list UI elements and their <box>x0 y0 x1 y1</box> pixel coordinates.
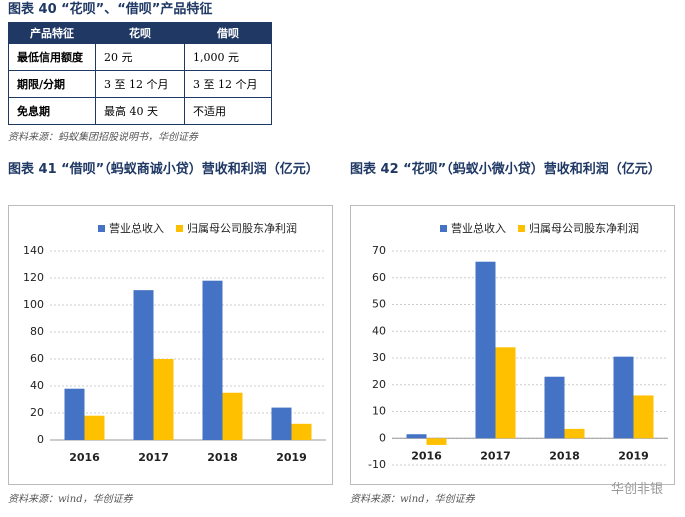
x-tick-label: 2019 <box>618 449 649 462</box>
x-tick-label: 2018 <box>207 451 238 464</box>
cell: 免息期 <box>8 97 96 125</box>
cell: 20 元 <box>95 43 185 71</box>
product-table: 产品特征 花呗 借呗 最低信用额度 20 元 1,000 元 期限/分期 3 至 12… <box>8 22 272 125</box>
bar <box>564 428 585 439</box>
watermark: 华创非银 <box>610 482 663 497</box>
bar <box>613 356 634 439</box>
y-tick-label: 120 <box>23 271 44 284</box>
bar <box>222 392 243 440</box>
chart-source: 资料来源：wind，华创证券 <box>350 494 475 505</box>
header-cell: 花呗 <box>95 22 185 44</box>
bar <box>291 423 312 440</box>
cell: 期限/分期 <box>8 70 96 98</box>
cell: 最低信用额度 <box>8 43 96 71</box>
header-cell: 产品特征 <box>8 22 96 44</box>
x-tick-label: 2018 <box>549 449 580 462</box>
y-tick-label: 20 <box>372 378 386 391</box>
bar <box>633 395 654 439</box>
chart-title: 图表 42 “花呗”（蚂蚁小微小贷）营收和利润（亿元） <box>350 162 661 177</box>
y-tick-label: 10 <box>372 405 386 418</box>
chart-source: 资料来源：wind，华创证券 <box>8 494 133 505</box>
y-tick-label: -10 <box>368 458 386 471</box>
y-tick-label: 0 <box>37 433 44 446</box>
chart: 0 20 40 60 80 100 120 140 营业总收入 归属母公司股东净利润 2016 201… <box>8 205 333 485</box>
x-tick-label: 2019 <box>276 451 307 464</box>
table-title: 图表 40 “花呗”、“借呗”产品特征 <box>8 2 213 17</box>
cell: 最高 40 天 <box>95 97 185 125</box>
legend-label: 营业总收入 <box>451 221 506 235</box>
bar <box>202 280 223 440</box>
cell: 1,000 元 <box>184 43 272 71</box>
y-tick-label: 30 <box>372 351 386 364</box>
chart: -10 0 10 20 30 40 50 60 70 营业总收入 归属母公司股东净利润 2016 201… <box>350 205 675 485</box>
frame <box>8 205 333 485</box>
frame <box>350 205 675 485</box>
header-cell: 借呗 <box>184 22 272 44</box>
y-tick-label: 80 <box>30 325 44 338</box>
y-tick-label: 0 <box>379 431 386 444</box>
x-tick-label: 2017 <box>480 449 511 462</box>
legend-label: 归属母公司股东净利润 <box>529 221 639 235</box>
y-tick-label: 40 <box>30 379 44 392</box>
bar <box>475 261 496 439</box>
legend-label: 归属母公司股东净利润 <box>187 221 297 235</box>
y-tick-label: 60 <box>372 271 386 284</box>
bar <box>544 376 565 439</box>
x-tick-label: 2017 <box>138 451 169 464</box>
table-source: 资料来源：蚂蚁集团招股说明书，华创证券 <box>8 132 198 143</box>
legend-label: 营业总收入 <box>109 221 164 235</box>
legend-swatch <box>98 225 105 232</box>
bar <box>426 438 447 445</box>
bar <box>64 388 85 440</box>
x-tick-label: 2016 <box>411 449 442 462</box>
y-tick-label: 20 <box>30 406 44 419</box>
y-tick-label: 70 <box>372 244 386 257</box>
y-tick-label: 100 <box>23 298 44 311</box>
y-tick-label: 40 <box>372 324 386 337</box>
y-tick-label: 60 <box>30 352 44 365</box>
y-tick-label: 50 <box>372 298 386 311</box>
cell: 3 至 12 个月 <box>184 70 272 98</box>
bar <box>133 290 154 440</box>
legend-swatch <box>176 225 183 232</box>
y-tick-label: 140 <box>23 244 44 257</box>
bar <box>271 407 292 440</box>
legend-swatch <box>440 225 447 232</box>
x-tick-label: 2016 <box>69 451 100 464</box>
chart-title: 图表 41 “借呗”（蚂蚁商诚小贷）营收和利润（亿元） <box>8 162 319 177</box>
bar <box>406 434 427 439</box>
cell: 3 至 12 个月 <box>95 70 185 98</box>
legend-swatch <box>518 225 525 232</box>
bar <box>84 415 105 440</box>
bar <box>153 359 174 440</box>
bar <box>495 347 516 439</box>
cell: 不适用 <box>184 97 272 125</box>
